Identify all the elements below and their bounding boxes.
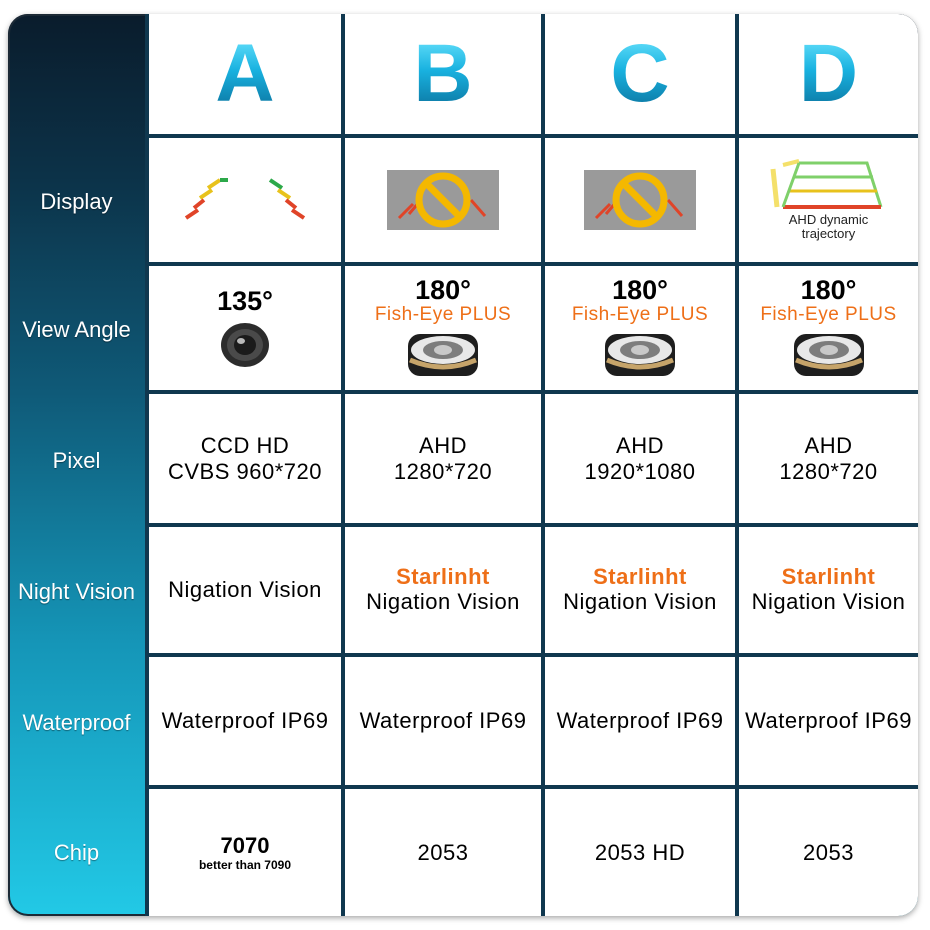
fisheye-lens-icon [605, 334, 675, 376]
chip-value: 2053 HD [594, 839, 686, 865]
view-angle-cell-b: 180° Fish-Eye PLUS [341, 266, 541, 394]
chip-note: better than 7090 [198, 857, 292, 872]
night-vision-cell-b: Starlinht Nigation Vision [341, 527, 541, 657]
angle-note: Fish-Eye PLUS [571, 304, 709, 325]
pixel-line1: AHD [616, 432, 664, 458]
column-letter: C [610, 28, 670, 119]
night-vision-cell-a: Nigation Vision [145, 527, 341, 657]
waterproof-cell-d: Waterproof IP69 [735, 657, 918, 789]
waterproof-cell-a: Waterproof IP69 [145, 657, 341, 789]
night-vision-text: Nigation Vision [168, 577, 322, 602]
pixel-line1: CCD HD [200, 432, 290, 458]
view-angle-cell-a: 135° [145, 266, 341, 394]
angle-value: 180° [415, 275, 471, 305]
row-label-waterproof: Waterproof [22, 710, 131, 735]
column-header-c: C [541, 14, 735, 138]
pixel-cell-a: CCD HD CVBS 960*720 [145, 394, 341, 527]
view-angle-cell-c: 180° Fish-Eye PLUS [541, 266, 735, 394]
display-cell-a [145, 138, 341, 266]
chip-value: 7070 [220, 832, 270, 858]
waterproof-text: Waterproof IP69 [745, 708, 912, 733]
column-letter: B [413, 28, 473, 119]
night-vision-highlight: Starlinht [781, 564, 876, 589]
angle-value: 180° [800, 275, 857, 305]
angle-value: 180° [612, 275, 668, 305]
angle-value: 135° [217, 286, 273, 316]
angle-note: Fish-Eye PLUS [760, 304, 897, 325]
row-label-view-angle: View Angle [22, 317, 131, 342]
pixel-line2: 1280*720 [779, 458, 878, 484]
night-vision-highlight: Starlinht [396, 564, 490, 589]
column-header-a: A [145, 14, 341, 138]
no-sign-icon [584, 170, 696, 230]
camera-lens-icon [221, 323, 269, 367]
waterproof-text: Waterproof IP69 [161, 708, 329, 733]
night-vision-cell-d: Starlinht Nigation Vision [735, 527, 918, 657]
no-sign-icon [387, 170, 499, 230]
display-cell-d: AHD dynamic trajectory [735, 138, 918, 266]
angle-note: Fish-Eye PLUS [374, 304, 512, 325]
display-cell-b [341, 138, 541, 266]
night-vision-highlight: Starlinht [593, 564, 687, 589]
view-angle-cell-d: 180° Fish-Eye PLUS [735, 266, 918, 394]
pixel-line1: AHD [419, 432, 467, 458]
column-letter: A [215, 28, 275, 119]
pixel-line2: CVBS 960*720 [168, 458, 322, 484]
pixel-line1: AHD [804, 432, 853, 458]
pixel-cell-c: AHD 1920*1080 [541, 394, 735, 527]
comparison-table-frame: A B C D Display [8, 14, 918, 916]
chip-value: 2053 [803, 839, 854, 865]
row-label-night-vision: Night Vision [18, 579, 135, 604]
chip-cell-a: 7070 better than 7090 [145, 789, 341, 916]
row-label-display: Display [40, 189, 113, 214]
night-vision-text: Nigation Vision [751, 589, 906, 614]
chip-cell-d: 2053 [735, 789, 918, 916]
parking-guideline-icon [184, 178, 306, 220]
night-vision-text: Nigation Vision [366, 589, 520, 614]
trajectory-caption: AHD dynamic trajectory [788, 212, 869, 241]
pixel-cell-d: AHD 1280*720 [735, 394, 918, 527]
display-cell-c [541, 138, 735, 266]
chip-cell-b: 2053 [341, 789, 541, 916]
row-label-chip: Chip [53, 839, 100, 865]
column-letter: D [798, 28, 859, 119]
night-vision-cell-c: Starlinht Nigation Vision [541, 527, 735, 657]
corner-cell [8, 14, 145, 138]
row-label-pixel: Pixel [52, 447, 101, 473]
fisheye-lens-icon [793, 334, 864, 376]
waterproof-cell-b: Waterproof IP69 [341, 657, 541, 789]
fisheye-lens-icon [408, 334, 478, 376]
waterproof-text: Waterproof IP69 [359, 708, 527, 733]
waterproof-cell-c: Waterproof IP69 [541, 657, 735, 789]
column-header-d: D [735, 14, 918, 138]
chip-value: 2053 [417, 839, 469, 865]
chip-cell-c: 2053 HD [541, 789, 735, 916]
pixel-line2: 1920*1080 [584, 458, 696, 484]
comparison-grid: A B C D Display [8, 14, 918, 916]
night-vision-text: Nigation Vision [563, 589, 717, 614]
pixel-line2: 1280*720 [393, 458, 493, 484]
dynamic-trajectory-icon [770, 159, 882, 209]
waterproof-text: Waterproof IP69 [556, 708, 724, 733]
pixel-cell-b: AHD 1280*720 [341, 394, 541, 527]
column-header-b: B [341, 14, 541, 138]
